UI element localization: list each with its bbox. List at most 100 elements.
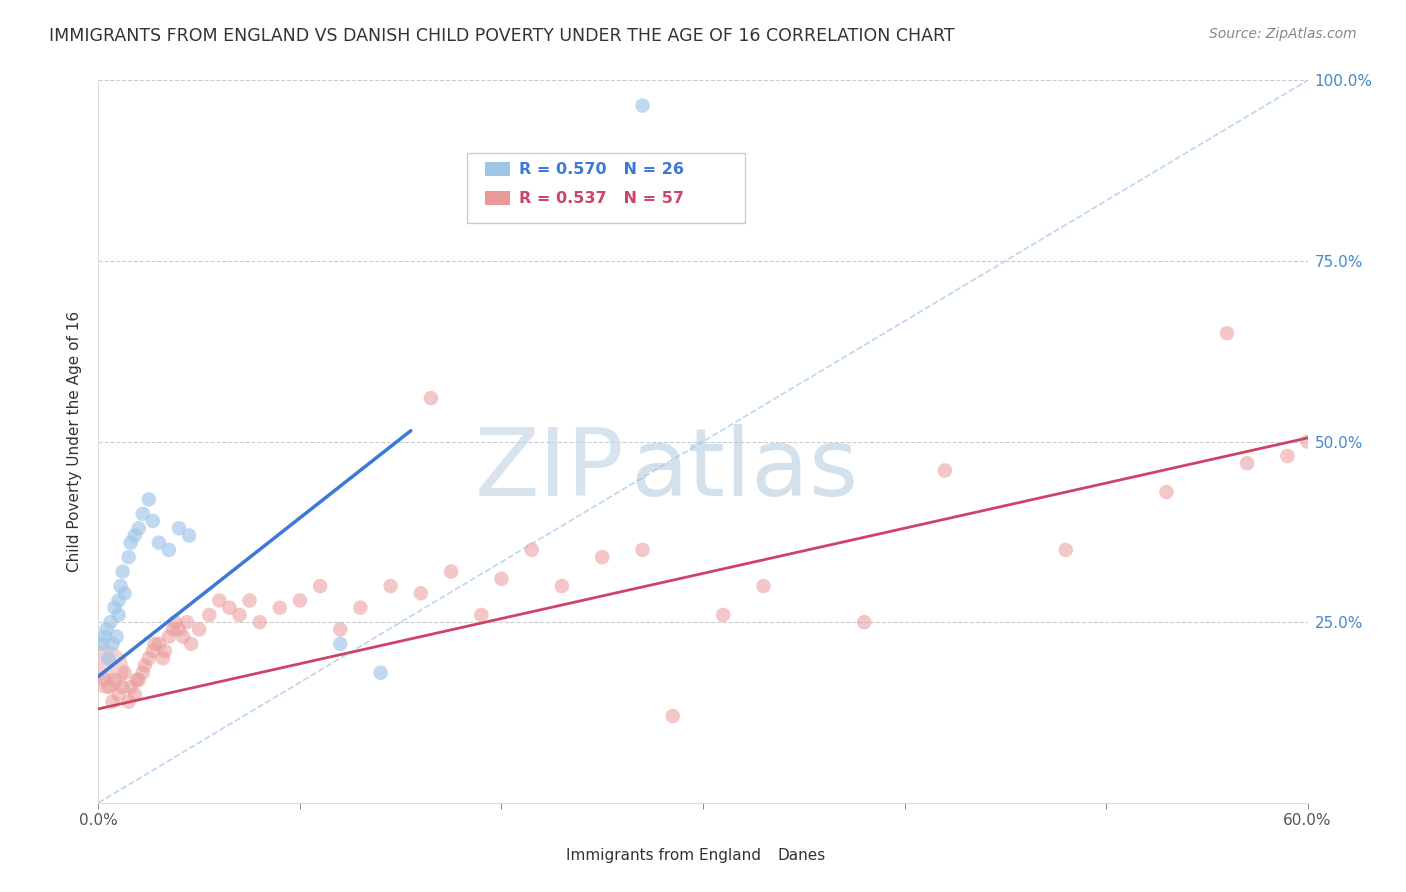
Point bbox=[853, 615, 876, 630]
Point bbox=[143, 637, 166, 651]
Point bbox=[93, 673, 115, 687]
Point bbox=[97, 651, 120, 665]
Text: IMMIGRANTS FROM ENGLAND VS DANISH CHILD POVERTY UNDER THE AGE OF 16 CORRELATION : IMMIGRANTS FROM ENGLAND VS DANISH CHILD … bbox=[49, 27, 955, 45]
Point bbox=[111, 565, 134, 579]
Point bbox=[101, 637, 124, 651]
Point bbox=[661, 709, 683, 723]
Point bbox=[114, 586, 136, 600]
Point bbox=[198, 607, 221, 622]
FancyBboxPatch shape bbox=[485, 191, 509, 205]
Point bbox=[125, 673, 148, 687]
Point bbox=[110, 579, 132, 593]
FancyBboxPatch shape bbox=[485, 162, 509, 177]
Point bbox=[711, 607, 734, 622]
Point bbox=[138, 492, 160, 507]
Point bbox=[100, 615, 122, 630]
Point bbox=[409, 586, 432, 600]
Text: ZIP: ZIP bbox=[475, 425, 624, 516]
Point bbox=[370, 665, 392, 680]
Point bbox=[934, 463, 956, 477]
Point bbox=[179, 528, 201, 542]
Point bbox=[1296, 434, 1319, 449]
Point bbox=[520, 542, 543, 557]
FancyBboxPatch shape bbox=[467, 153, 745, 223]
Point bbox=[167, 521, 190, 535]
Point bbox=[349, 600, 371, 615]
Point bbox=[228, 607, 250, 622]
FancyBboxPatch shape bbox=[534, 847, 561, 863]
Point bbox=[752, 579, 775, 593]
Point bbox=[103, 600, 125, 615]
Point bbox=[288, 593, 311, 607]
Point bbox=[420, 391, 443, 405]
Point bbox=[132, 665, 155, 680]
Point bbox=[152, 651, 174, 665]
Text: atlas: atlas bbox=[630, 425, 859, 516]
Point bbox=[118, 550, 141, 565]
Point bbox=[1216, 326, 1239, 340]
Point bbox=[120, 535, 142, 549]
Point bbox=[107, 607, 129, 622]
Point bbox=[93, 662, 115, 676]
Point bbox=[118, 695, 141, 709]
Point bbox=[91, 637, 114, 651]
Point bbox=[148, 535, 170, 549]
Point bbox=[105, 630, 128, 644]
Point bbox=[269, 600, 291, 615]
Point bbox=[239, 593, 262, 607]
Point bbox=[470, 607, 492, 622]
Point bbox=[93, 630, 115, 644]
Point bbox=[188, 623, 211, 637]
Point bbox=[309, 579, 332, 593]
Point bbox=[103, 673, 125, 687]
Point bbox=[142, 644, 165, 658]
Point bbox=[176, 615, 198, 630]
Point bbox=[124, 687, 146, 701]
Point bbox=[591, 550, 613, 565]
Text: Immigrants from England: Immigrants from England bbox=[567, 848, 762, 863]
Point bbox=[101, 695, 124, 709]
Point bbox=[128, 521, 150, 535]
Point bbox=[96, 623, 118, 637]
Point bbox=[1277, 449, 1299, 463]
Point bbox=[491, 572, 513, 586]
Point bbox=[329, 623, 352, 637]
Point bbox=[120, 680, 142, 694]
Point bbox=[134, 658, 156, 673]
Point bbox=[153, 644, 176, 658]
Point bbox=[208, 593, 231, 607]
Text: R = 0.537   N = 57: R = 0.537 N = 57 bbox=[519, 191, 685, 205]
Point bbox=[138, 651, 160, 665]
Point bbox=[114, 665, 136, 680]
Point bbox=[124, 528, 146, 542]
Point bbox=[107, 593, 129, 607]
FancyBboxPatch shape bbox=[745, 847, 772, 863]
Point bbox=[157, 630, 180, 644]
Text: R = 0.570   N = 26: R = 0.570 N = 26 bbox=[519, 161, 685, 177]
Point bbox=[249, 615, 271, 630]
Point bbox=[631, 98, 654, 112]
Point bbox=[440, 565, 463, 579]
Point bbox=[172, 630, 194, 644]
Point bbox=[1054, 542, 1077, 557]
Point bbox=[163, 615, 186, 630]
Point bbox=[1156, 485, 1178, 500]
Point bbox=[631, 542, 654, 557]
Point bbox=[128, 673, 150, 687]
Point bbox=[218, 600, 240, 615]
Point bbox=[107, 687, 129, 701]
Point bbox=[157, 542, 180, 557]
Point bbox=[1236, 456, 1258, 470]
Point bbox=[180, 637, 202, 651]
Point bbox=[142, 514, 165, 528]
Y-axis label: Child Poverty Under the Age of 16: Child Poverty Under the Age of 16 bbox=[67, 311, 83, 572]
Point bbox=[97, 680, 120, 694]
Text: Danes: Danes bbox=[778, 848, 827, 863]
Point bbox=[551, 579, 574, 593]
Point bbox=[162, 623, 184, 637]
Point bbox=[132, 507, 155, 521]
Point bbox=[329, 637, 352, 651]
Point bbox=[111, 680, 134, 694]
Point bbox=[380, 579, 402, 593]
Point bbox=[148, 637, 170, 651]
